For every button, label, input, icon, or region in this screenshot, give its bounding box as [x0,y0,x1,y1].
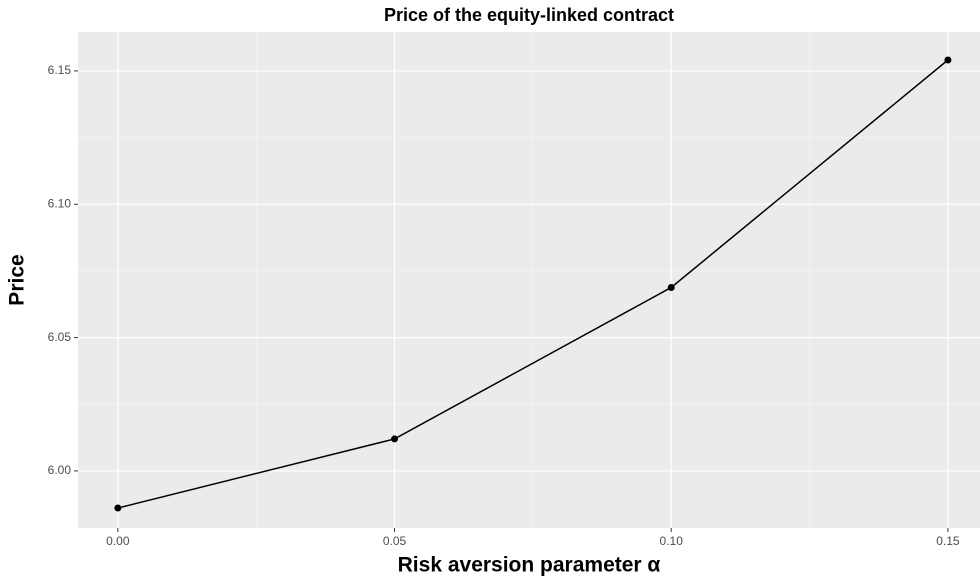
y-tick-label: 6.10 [48,196,72,210]
x-tick-label: 0.15 [936,534,960,548]
panel [78,32,980,528]
y-tick-label: 6.15 [48,63,72,77]
point [391,435,399,443]
line [117,59,949,509]
point [114,504,122,512]
x-tick-label: 0.05 [383,534,407,548]
y-axis-title: Price [6,254,29,305]
x-axis-title: Risk aversion parameter α [398,554,661,577]
x-tick-label: 0.00 [106,534,130,548]
y-tick-label: 6.05 [48,330,72,344]
y-tick-label: 6.00 [48,463,72,477]
x-tick-label: 0.10 [660,534,684,548]
point [944,56,952,64]
chart-title: Price of the equity-linked contract [384,5,674,25]
point [667,283,675,291]
